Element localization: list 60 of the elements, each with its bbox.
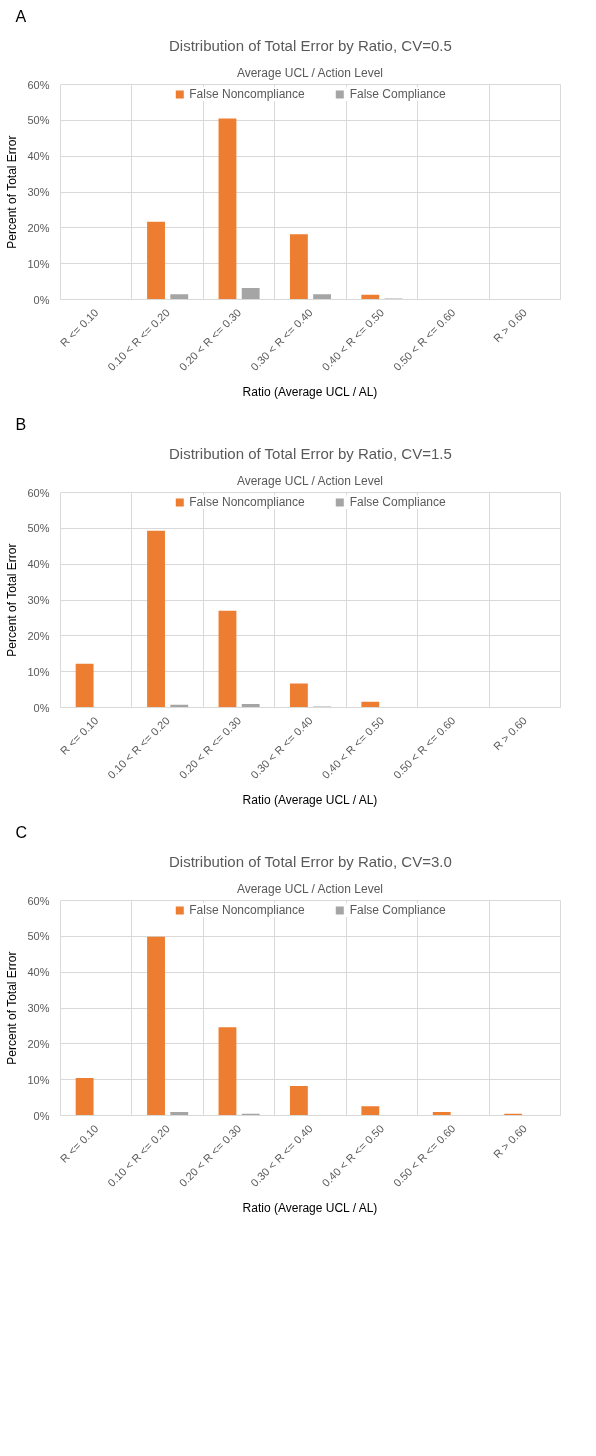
legend-label: False Noncompliance	[189, 903, 305, 917]
x-tick-label: R <= 0.10	[57, 1122, 101, 1165]
x-axis-title: Ratio (Average UCL / AL)	[242, 793, 378, 808]
chart-title: Distribution of Total Error by Ratio, CV=3.0	[168, 852, 452, 870]
x-tick-label: 0.50 < R <= 0.60	[390, 714, 458, 781]
x-tick-label: R <= 0.10	[57, 714, 101, 757]
y-tick-label: 60%	[27, 894, 50, 907]
x-tick-label: 0.10 < R <= 0.20	[105, 714, 172, 781]
x-axis-title: Ratio (Average UCL / AL)	[242, 385, 378, 400]
y-tick-label: 40%	[27, 966, 50, 979]
y-tick-label: 10%	[27, 665, 50, 678]
y-tick-label: 10%	[27, 257, 50, 270]
y-tick-label: 50%	[27, 522, 50, 535]
legend-label: False Compliance	[349, 87, 446, 101]
y-tick-label: 40%	[27, 150, 50, 163]
y-tick-label: 20%	[27, 221, 50, 234]
x-tick-label: 0.40 < R <= 0.50	[319, 1122, 387, 1189]
chart-subtitle: Average UCL / Action Level	[236, 881, 383, 896]
chart-subtitle: Average UCL / Action Level	[236, 473, 383, 488]
y-tick-label: 10%	[27, 1073, 50, 1086]
x-tick-label: 0.40 < R <= 0.50	[319, 714, 387, 781]
x-tick-label: 0.10 < R <= 0.20	[105, 306, 172, 373]
chart-subtitle: Average UCL / Action Level	[236, 65, 383, 80]
chart-title: Distribution of Total Error by Ratio, CV=1.5	[168, 444, 452, 462]
y-tick-label: 40%	[27, 558, 50, 571]
legend-label: False Compliance	[349, 903, 446, 917]
x-tick-label: 0.50 < R <= 0.60	[390, 1122, 458, 1189]
legend-label: False Noncompliance	[189, 495, 305, 509]
y-tick-label: 50%	[27, 114, 50, 127]
x-axis-title: Ratio (Average UCL / AL)	[242, 1201, 378, 1216]
y-axis-title: Percent of Total Error	[5, 951, 20, 1065]
x-tick-label: 0.50 < R <= 0.60	[390, 306, 458, 373]
x-tick-label: R <= 0.10	[57, 306, 101, 349]
y-tick-label: 30%	[27, 186, 50, 198]
x-tick-label: 0.10 < R <= 0.20	[105, 1122, 172, 1189]
y-axis-title: Percent of Total Error	[5, 135, 20, 249]
x-tick-label: R > 0.60	[490, 714, 530, 753]
x-tick-label: 0.30 < R <= 0.40	[248, 1122, 315, 1189]
x-tick-label: 0.30 < R <= 0.40	[248, 306, 315, 373]
x-tick-label: 0.40 < R <= 0.50	[319, 306, 387, 373]
x-tick-label: R > 0.60	[490, 1122, 530, 1161]
y-tick-label: 50%	[27, 930, 50, 943]
y-tick-label: 0%	[33, 293, 50, 306]
y-tick-label: 60%	[27, 78, 50, 91]
y-tick-label: 60%	[27, 486, 50, 499]
text: B	[15, 415, 27, 433]
text: A	[15, 7, 27, 25]
y-tick-label: 30%	[27, 594, 50, 606]
legend-label: False Noncompliance	[189, 87, 305, 101]
chart-title: Distribution of Total Error by Ratio, CV=0.5	[168, 36, 452, 54]
text: C	[15, 823, 28, 841]
x-tick-label: R > 0.60	[490, 306, 530, 345]
y-tick-label: 0%	[33, 1109, 50, 1122]
y-tick-label: 30%	[27, 1002, 50, 1014]
x-tick-label: 0.30 < R <= 0.40	[248, 714, 315, 781]
y-tick-label: 20%	[27, 1037, 50, 1050]
legend-label: False Compliance	[349, 495, 446, 509]
y-axis-title: Percent of Total Error	[5, 543, 20, 657]
y-tick-label: 0%	[33, 701, 50, 714]
y-tick-label: 20%	[27, 629, 50, 642]
